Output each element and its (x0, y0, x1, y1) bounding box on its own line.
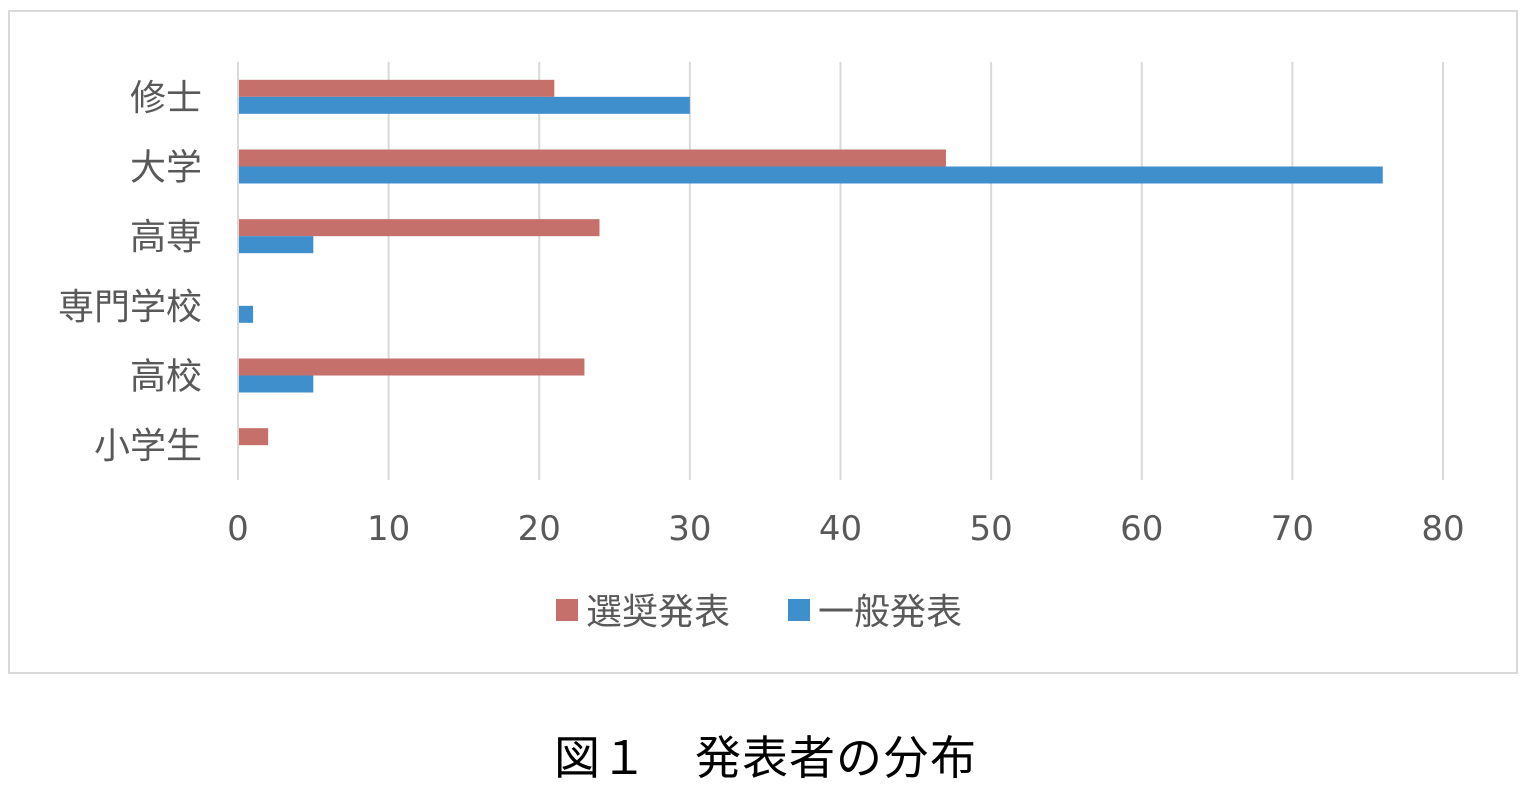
bar-selected-2 (238, 219, 600, 237)
category-label: 高専 (130, 217, 202, 258)
bar-general-4 (238, 375, 314, 393)
x-tick-label: 10 (367, 509, 410, 549)
x-tick-label: 40 (819, 509, 862, 549)
x-tick-label: 60 (1120, 509, 1163, 549)
legend-label: 選奨発表 (586, 592, 730, 633)
bar-selected-5 (238, 428, 269, 446)
figure-caption: 図１ 発表者の分布 (554, 731, 977, 785)
legend-swatch (788, 599, 810, 621)
bar-general-3 (238, 305, 254, 323)
category-label: 修士 (130, 78, 202, 119)
category-label: 小学生 (94, 426, 202, 467)
bar-selected-1 (238, 149, 946, 167)
legend-swatch (556, 599, 578, 621)
bars (238, 79, 1383, 446)
gridlines (387, 62, 1444, 480)
chart-frame (8, 10, 1518, 674)
tick-labels: 0 10 20 30 40 50 60 70 80 (227, 509, 1464, 549)
legend: 選奨発表 一般発表 (556, 592, 962, 633)
bar-selected-0 (238, 79, 555, 97)
x-tick-label: 30 (668, 509, 711, 549)
x-tick-label: 70 (1271, 509, 1314, 549)
category-label: 高校 (130, 357, 202, 398)
x-tick-label: 80 (1421, 509, 1464, 549)
x-tick-label: 50 (969, 509, 1012, 549)
category-label: 専門学校 (58, 287, 202, 328)
bar-general-0 (238, 96, 690, 114)
bar-general-2 (238, 236, 314, 254)
bar-selected-4 (238, 358, 585, 376)
x-tick-label: 20 (518, 509, 561, 549)
x-tick-label: 0 (227, 509, 249, 549)
bar-general-1 (238, 166, 1383, 184)
category-label: 大学 (130, 148, 202, 189)
legend-label: 一般発表 (818, 592, 962, 633)
